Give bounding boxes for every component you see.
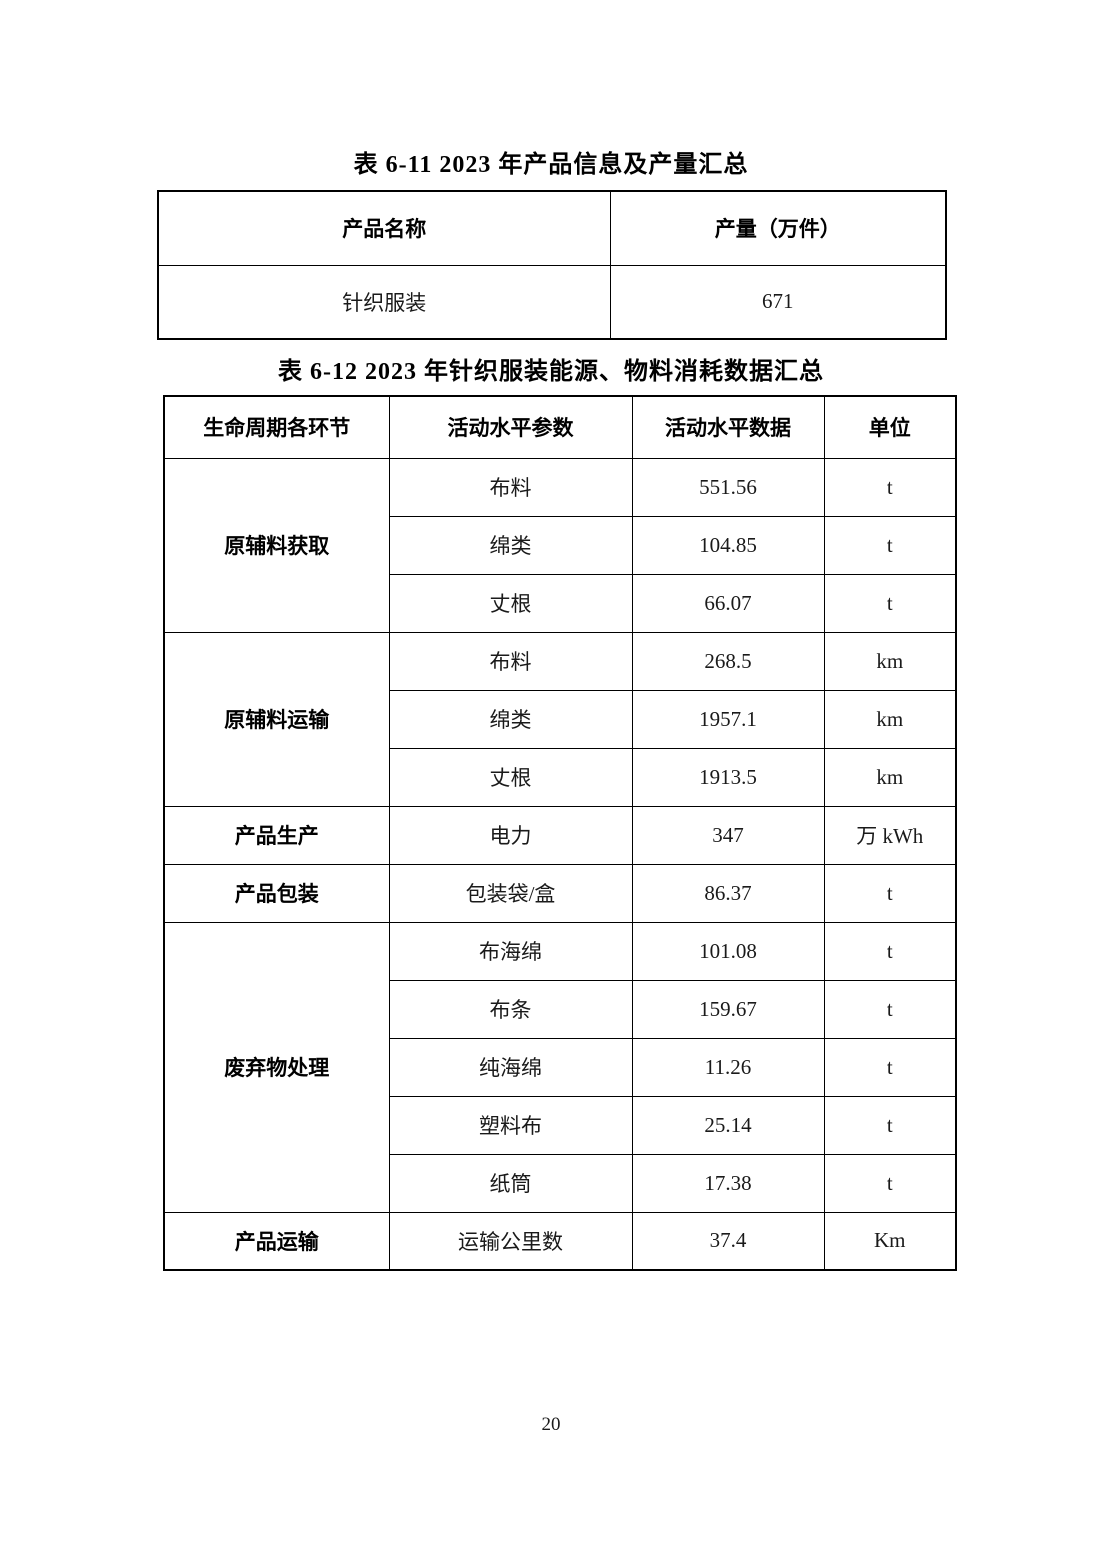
table-6-11-title: 表 6-11 2023 年产品信息及产量汇总	[353, 152, 749, 178]
value-cell: 1957.1	[631, 689, 825, 749]
unit-cell: t	[823, 863, 957, 923]
value-cell: 1913.5	[631, 747, 825, 807]
value-cell: 66.07	[631, 573, 825, 633]
column-header-activity-data: 活动水平数据	[631, 395, 825, 459]
param-cell: 布料	[388, 457, 633, 517]
page-number: 20	[541, 1414, 561, 1435]
unit-cell: t	[823, 921, 957, 981]
param-cell: 电力	[388, 805, 633, 865]
unit-cell: t	[823, 515, 957, 575]
stage-cell: 产品运输	[163, 1211, 390, 1271]
product-name-cell: 针织服装	[157, 264, 611, 340]
table-row: 产品包装 包装袋/盒 86.37 t	[163, 863, 957, 923]
product-output-cell: 671	[609, 264, 947, 340]
table-row: 废弃物处理 布海绵 101.08 t	[163, 921, 957, 1213]
value-cell: 37.4	[631, 1211, 825, 1271]
param-cell: 丈根	[388, 747, 633, 807]
table-row: 原辅料获取 布料 551.56 t	[163, 457, 957, 633]
table-6-12-title: 表 6-12 2023 年针织服装能源、物料消耗数据汇总	[278, 359, 824, 385]
value-cell: 11.26	[631, 1037, 825, 1097]
column-header-output: 产量（万件）	[609, 190, 947, 266]
value-cell: 25.14	[631, 1095, 825, 1155]
table-header-row: 产品名称 产量（万件）	[157, 190, 947, 266]
param-cell: 布料	[388, 631, 633, 691]
unit-cell: Km	[823, 1211, 957, 1271]
table-row: 产品运输 运输公里数 37.4 Km	[163, 1211, 957, 1271]
value-cell: 101.08	[631, 921, 825, 981]
unit-cell: t	[823, 457, 957, 517]
value-cell: 86.37	[631, 863, 825, 923]
column-header-activity-param: 活动水平参数	[388, 395, 633, 459]
param-cell: 运输公里数	[388, 1211, 633, 1271]
table-row: 绵类 104.85 t	[164, 515, 957, 575]
value-cell: 104.85	[631, 515, 825, 575]
stage-cell: 产品生产	[163, 805, 390, 865]
value-cell: 551.56	[631, 457, 825, 517]
unit-cell: t	[823, 1095, 957, 1155]
stage-cell: 废弃物处理	[163, 921, 390, 1213]
param-cell: 绵类	[388, 515, 633, 575]
table-row: 原辅料运输 布料 268.5 km	[163, 631, 957, 807]
stage-cell: 产品包装	[163, 863, 390, 923]
unit-cell: km	[823, 631, 957, 691]
unit-cell: t	[823, 573, 957, 633]
unit-cell: t	[823, 979, 957, 1039]
unit-cell: 万 kWh	[823, 805, 957, 865]
value-cell: 17.38	[631, 1153, 825, 1213]
stage-cell: 原辅料获取	[163, 457, 390, 633]
column-header-unit: 单位	[823, 395, 957, 459]
value-cell: 159.67	[631, 979, 825, 1039]
column-header-product-name: 产品名称	[157, 190, 611, 266]
value-cell: 347	[631, 805, 825, 865]
param-cell: 纯海绵	[388, 1037, 633, 1097]
value-cell: 268.5	[631, 631, 825, 691]
column-header-lifecycle-stage: 生命周期各环节	[163, 395, 390, 459]
unit-cell: km	[823, 747, 957, 807]
stage-cell: 原辅料运输	[163, 631, 390, 807]
table-row: 纯海绵 11.26 t	[164, 1037, 957, 1097]
param-cell: 布海绵	[388, 921, 633, 981]
param-cell: 塑料布	[388, 1095, 633, 1155]
product-output-table: 产品名称 产量（万件） 针织服装 671	[157, 190, 947, 340]
table-row: 产品生产 电力 347 万 kWh	[163, 805, 957, 865]
table-row: 塑料布 25.14 t	[164, 1095, 957, 1155]
table-row: 针织服装 671	[157, 264, 947, 340]
table-row: 丈根 66.07 t	[164, 573, 957, 633]
param-cell: 丈根	[388, 573, 633, 633]
unit-cell: km	[823, 689, 957, 749]
param-cell: 纸筒	[388, 1153, 633, 1213]
consumption-data-table: 生命周期各环节 活动水平参数 活动水平数据 单位 原辅料获取 布料 551.56…	[163, 395, 957, 1271]
unit-cell: t	[823, 1153, 957, 1213]
unit-cell: t	[823, 1037, 957, 1097]
table-header-row: 生命周期各环节 活动水平参数 活动水平数据 单位	[163, 395, 957, 459]
param-cell: 布条	[388, 979, 633, 1039]
table-row: 纸筒 17.38 t	[164, 1153, 957, 1213]
param-cell: 包装袋/盒	[388, 863, 633, 923]
param-cell: 绵类	[388, 689, 633, 749]
table-row: 丈根 1913.5 km	[164, 747, 957, 807]
